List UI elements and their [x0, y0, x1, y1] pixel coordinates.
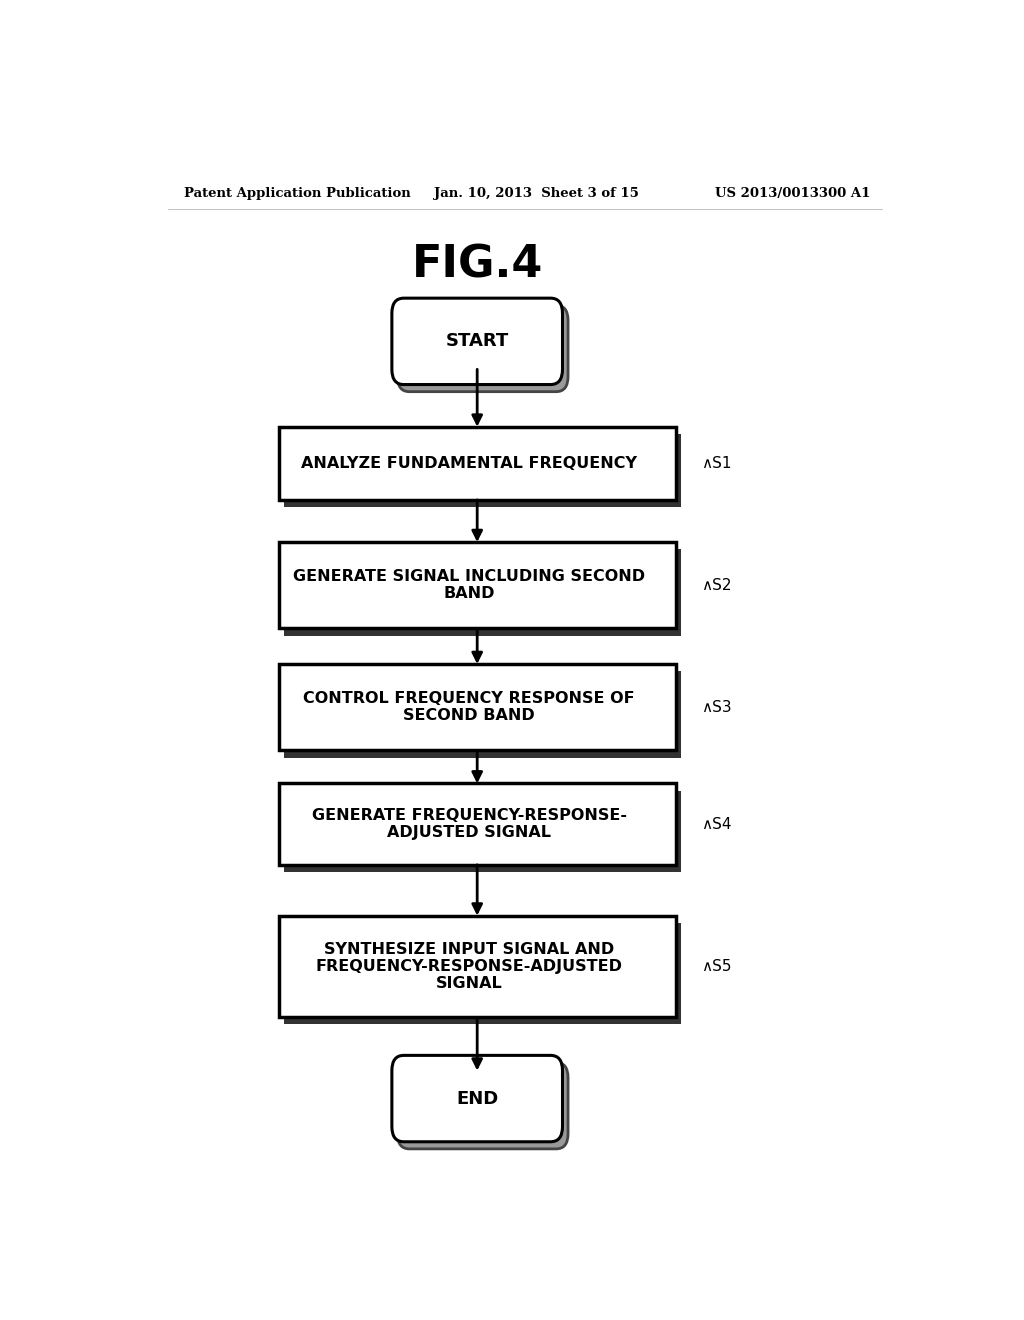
Text: ∧S4: ∧S4 — [701, 817, 731, 832]
FancyBboxPatch shape — [279, 664, 676, 751]
Text: GENERATE SIGNAL INCLUDING SECOND
BAND: GENERATE SIGNAL INCLUDING SECOND BAND — [293, 569, 645, 602]
Text: END: END — [456, 1089, 499, 1107]
Text: START: START — [445, 333, 509, 350]
FancyBboxPatch shape — [285, 671, 681, 758]
Text: ∧S2: ∧S2 — [701, 578, 731, 593]
FancyBboxPatch shape — [392, 1056, 562, 1142]
Text: ANALYZE FUNDAMENTAL FREQUENCY: ANALYZE FUNDAMENTAL FREQUENCY — [301, 455, 637, 471]
Text: FIG.4: FIG.4 — [412, 244, 543, 286]
Text: GENERATE FREQUENCY-RESPONSE-
ADJUSTED SIGNAL: GENERATE FREQUENCY-RESPONSE- ADJUSTED SI… — [311, 808, 627, 841]
Text: CONTROL FREQUENCY RESPONSE OF
SECOND BAND: CONTROL FREQUENCY RESPONSE OF SECOND BAN… — [303, 692, 635, 723]
Text: Patent Application Publication: Patent Application Publication — [183, 187, 411, 201]
FancyBboxPatch shape — [279, 784, 676, 865]
FancyBboxPatch shape — [279, 543, 676, 628]
Text: ∧S3: ∧S3 — [701, 700, 731, 714]
FancyBboxPatch shape — [279, 426, 676, 500]
FancyBboxPatch shape — [285, 923, 681, 1024]
FancyBboxPatch shape — [285, 791, 681, 873]
FancyBboxPatch shape — [279, 916, 676, 1018]
Text: Jan. 10, 2013  Sheet 3 of 15: Jan. 10, 2013 Sheet 3 of 15 — [433, 187, 638, 201]
FancyBboxPatch shape — [392, 298, 562, 384]
FancyBboxPatch shape — [285, 434, 681, 507]
Text: ∧S1: ∧S1 — [701, 455, 731, 471]
Text: SYNTHESIZE INPUT SIGNAL AND
FREQUENCY-RESPONSE-ADJUSTED
SIGNAL: SYNTHESIZE INPUT SIGNAL AND FREQUENCY-RE… — [315, 941, 623, 991]
Text: ∧S5: ∧S5 — [701, 958, 731, 974]
FancyBboxPatch shape — [285, 549, 681, 636]
FancyBboxPatch shape — [397, 305, 568, 392]
Text: US 2013/0013300 A1: US 2013/0013300 A1 — [715, 187, 870, 201]
FancyBboxPatch shape — [397, 1063, 568, 1148]
